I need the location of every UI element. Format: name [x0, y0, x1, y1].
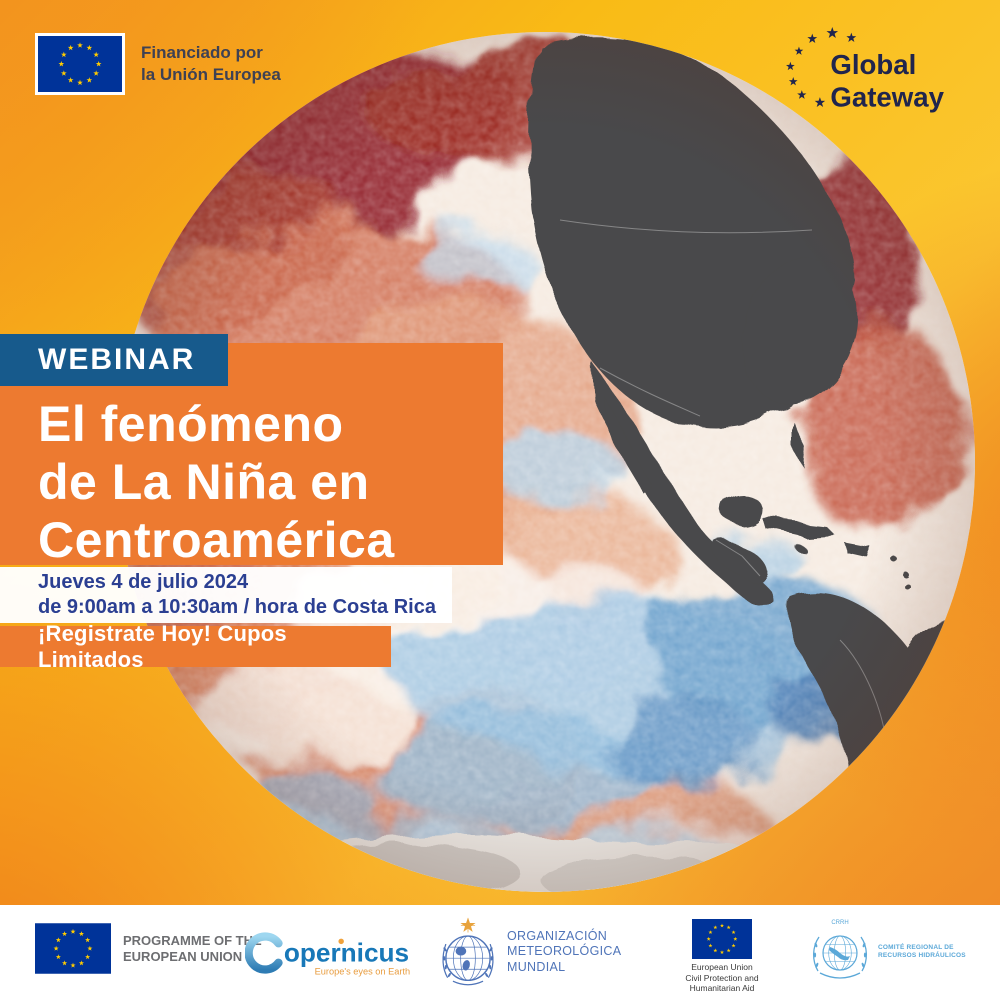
- cta-label: ¡Registrate Hoy! Cupos Limitados: [38, 620, 287, 672]
- crrh-line1: COMITÉ REGIONAL DE: [878, 944, 954, 951]
- eu-civil-protection-text: European Union Civil Protection and Huma…: [685, 962, 758, 994]
- footer-logo-strip: PROGRAMME OF THE EUROPEAN UNION opernicu…: [0, 905, 1000, 1000]
- eu-funding-line1: Financiado por: [141, 43, 263, 62]
- eu-flag-icon: [692, 919, 752, 959]
- title-line2: de La Niña en: [38, 454, 370, 510]
- title-line1: El fenómeno: [38, 396, 344, 452]
- title-line3: Centroamérica: [38, 512, 395, 568]
- copernicus-c-icon: [245, 932, 283, 974]
- crrh-line2: RECURSOS HIDRÁULICOS: [878, 952, 966, 959]
- schedule-date: Jueves 4 de julio 2024: [38, 571, 249, 593]
- crrh-logo: CRRH: [808, 917, 966, 987]
- webinar-title: El fenómeno de La Niña en Centroamérica: [38, 395, 395, 569]
- eu-flag-icon: [35, 33, 125, 95]
- webinar-label: WEBINAR: [38, 343, 196, 376]
- global-gateway-line1: Global: [830, 49, 916, 80]
- echo-line3: Humanitarian Aid: [689, 983, 755, 993]
- wmo-text: ORGANIZACIÓN METEOROLÓGICA MUNDIAL: [507, 929, 621, 976]
- eu-funding-logo: Financiado por la Unión Europea: [35, 33, 281, 95]
- copernicus-satellite-dot-icon: [338, 938, 344, 945]
- eu-programme-text: PROGRAMME OF THE EUROPEAN UNION: [123, 933, 262, 965]
- eu-funding-text: Financiado por la Unión Europea: [141, 42, 281, 86]
- wmo-line1: ORGANIZACIÓN: [507, 928, 608, 943]
- eu-flag-icon: [35, 923, 111, 974]
- copernicus-tagline: Europe's eyes on Earth: [315, 966, 411, 976]
- eu-funding-line2: la Unión Europea: [141, 65, 281, 84]
- eu-programme-line2: EUROPEAN UNION: [123, 948, 243, 964]
- webinar-banner: WEBINAR: [0, 334, 228, 386]
- wmo-line3: MUNDIAL: [507, 959, 566, 974]
- crrh-acronym: CRRH: [831, 920, 848, 926]
- echo-line1: European Union: [691, 962, 753, 972]
- crrh-text: COMITÉ REGIONAL DE RECURSOS HIDRÁULICOS: [878, 944, 966, 960]
- wmo-emblem-icon: [442, 918, 494, 986]
- wmo-logo: ORGANIZACIÓN METEOROLÓGICA MUNDIAL: [437, 917, 621, 987]
- schedule-time: de 9:00am a 10:30am / hora de Costa Rica: [38, 596, 436, 618]
- cta-banner: ¡Registrate Hoy! Cupos Limitados: [0, 621, 391, 672]
- eu-programme-line1: PROGRAMME OF THE: [123, 932, 262, 948]
- copernicus-wordmark: opernicus: [284, 938, 409, 968]
- eu-civil-protection-logo: European Union Civil Protection and Huma…: [672, 919, 772, 994]
- global-gateway-line2: Gateway: [830, 81, 944, 112]
- crrh-emblem-icon: CRRH: [812, 920, 868, 979]
- eu-programme-logo: PROGRAMME OF THE EUROPEAN UNION: [35, 923, 262, 974]
- copernicus-logo: opernicus Europe's eyes on Earth: [245, 925, 415, 981]
- wmo-line2: METEOROLÓGICA: [507, 944, 622, 959]
- global-gateway-logo: Global Gateway: [778, 26, 978, 127]
- echo-line2: Civil Protection and: [685, 972, 759, 983]
- schedule-bar: Jueves 4 de julio 2024 de 9:00am a 10:30…: [0, 567, 452, 623]
